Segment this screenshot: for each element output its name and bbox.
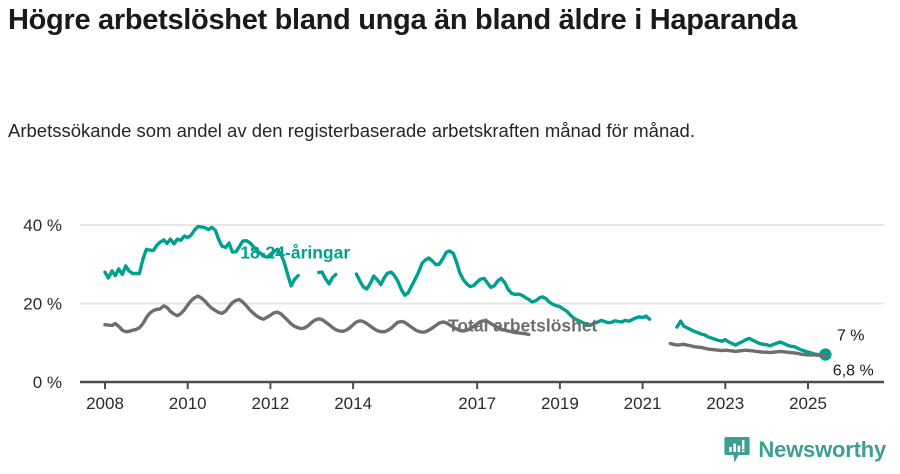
bar-chart-speech-bubble-icon [724, 436, 751, 464]
grid-lines [80, 224, 884, 305]
series-line [103, 224, 828, 357]
y-axis-ticks: 0 % 20 % 40 % [23, 216, 62, 392]
unemployment-line-chart: 0 % 20 % 40 % 18-24-åringar Total arbetslös… [23, 216, 884, 413]
x-axis: 2008 2010 2012 2014 2017 2019 2021 2023 2025 [80, 380, 884, 413]
chart-annotations: 18-24-åringar Total arbetslöshet 7 % 6,8 % [240, 242, 873, 379]
x-axis-tick-label: 2021 [624, 394, 662, 413]
data-series [103, 224, 832, 361]
newsworthy-wordmark: Newsworthy [758, 437, 886, 462]
end-value-label: 7 % [837, 327, 865, 344]
chart-container: 0 % 20 % 40 % 18-24-åringar Total arbetslös… [0, 200, 900, 415]
x-axis-tick-label: 2023 [706, 394, 744, 413]
x-axis-tick-label: 2012 [251, 394, 289, 413]
x-axis-tick-label: 2025 [789, 394, 827, 413]
series-inline-label: 18-24-åringar [240, 242, 350, 262]
newsworthy-logo[interactable]: Newsworthy [724, 436, 886, 464]
x-axis-tick-label: 2019 [541, 394, 579, 413]
y-axis-tick-label: 20 % [23, 295, 62, 314]
y-axis-tick-label: 40 % [23, 216, 62, 235]
y-axis-tick-label: 0 % [33, 373, 62, 392]
page-title: Högre arbetslöshet bland unga än bland ä… [8, 4, 797, 36]
x-axis-tick-label: 2014 [334, 394, 372, 413]
end-value-label: 6,8 % [833, 363, 874, 380]
page-subtitle: Arbetssökande som andel av den registerb… [8, 120, 695, 141]
series-inline-label: Total arbetslöshet [448, 315, 598, 335]
x-axis-tick-label: 2017 [458, 394, 496, 413]
series-line [103, 294, 828, 358]
x-axis-tick-label: 2008 [86, 394, 124, 413]
x-axis-tick-label: 2010 [169, 394, 207, 413]
